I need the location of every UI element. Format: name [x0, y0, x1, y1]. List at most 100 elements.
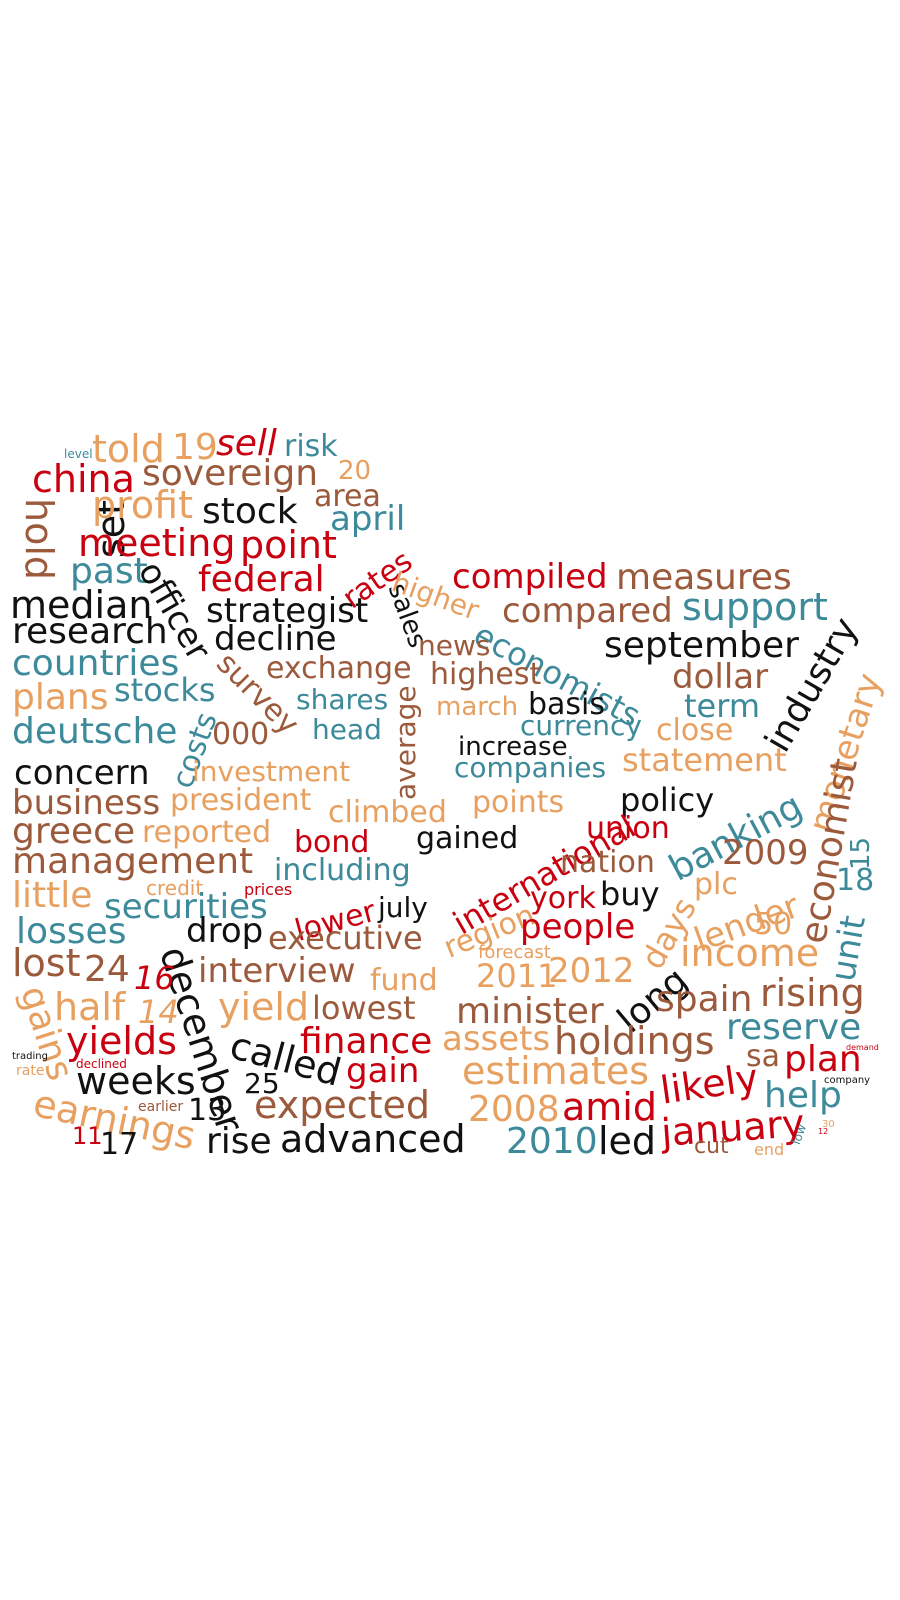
- word-rise: rise: [206, 1121, 272, 1162]
- word-investment: investment: [192, 755, 351, 788]
- word-company: company: [824, 1075, 871, 1086]
- word-told: told: [92, 427, 165, 471]
- word-expected: expected: [254, 1083, 430, 1127]
- word-greece: greece: [12, 811, 136, 852]
- word-dollar: dollar: [672, 657, 769, 697]
- word-sell: sell: [216, 423, 277, 464]
- word-minister: minister: [456, 991, 604, 1032]
- word-14: 14: [138, 993, 179, 1031]
- word-people: people: [520, 907, 636, 947]
- word-increase: increase: [458, 732, 568, 762]
- word-companies: companies: [454, 751, 607, 784]
- word-gain: gain: [346, 1051, 420, 1091]
- word-currency: currency: [520, 709, 642, 742]
- word-sovereign: sovereign: [142, 453, 319, 494]
- word-support: support: [682, 585, 828, 629]
- word-2010: 2010: [506, 1121, 598, 1162]
- word-drop: drop: [186, 911, 264, 951]
- word-plans: plans: [12, 677, 109, 718]
- word-weeks: weeks: [76, 1059, 196, 1103]
- word-shares: shares: [296, 683, 389, 716]
- word-highest: highest: [430, 657, 542, 692]
- word-term: term: [684, 687, 760, 725]
- word-close: close: [656, 713, 734, 748]
- word-20: 20: [338, 456, 372, 486]
- word-income: income: [680, 931, 820, 975]
- word-000: 000: [212, 717, 270, 752]
- word-18: 18: [836, 863, 875, 898]
- word-executive: executive: [268, 919, 423, 957]
- word-average: average: [389, 685, 422, 800]
- word-little: little: [12, 875, 93, 916]
- word-rising: rising: [760, 971, 865, 1015]
- word-11: 11: [72, 1122, 103, 1150]
- word-assets: assets: [442, 1019, 551, 1059]
- word-measures: measures: [616, 557, 792, 598]
- word-plan: plan: [784, 1039, 862, 1080]
- word-30: 30: [822, 1119, 835, 1130]
- word-reported: reported: [142, 815, 272, 850]
- word-basis: basis: [528, 687, 606, 722]
- word-concern: concern: [14, 753, 150, 793]
- word-prices: prices: [244, 880, 293, 899]
- word-median: median: [10, 583, 153, 627]
- word-compiled: compiled: [452, 557, 608, 597]
- word-stock: stock: [202, 491, 298, 532]
- word-help: help: [764, 1075, 842, 1116]
- word-lowest: lowest: [312, 989, 416, 1027]
- word-gained: gained: [416, 821, 519, 856]
- word-past: past: [70, 551, 148, 592]
- word-profit: profit: [92, 483, 193, 527]
- word-policy: policy: [620, 781, 715, 819]
- word-rate: rate: [16, 1063, 45, 1079]
- word-union: union: [586, 811, 670, 846]
- word-holdings: holdings: [554, 1019, 715, 1063]
- word-cut: cut: [694, 1134, 729, 1159]
- word-19: 19: [172, 427, 218, 468]
- word-interview: interview: [198, 951, 356, 991]
- word-decline: decline: [214, 619, 337, 659]
- word-plc: plc: [694, 867, 738, 902]
- word-china: china: [32, 457, 135, 501]
- word-finance: finance: [300, 1021, 433, 1062]
- word-stocks: stocks: [114, 671, 216, 709]
- word-business: business: [12, 783, 161, 823]
- word-hold: hold: [17, 498, 61, 581]
- word-head: head: [312, 713, 382, 746]
- word-strategist: strategist: [206, 591, 369, 631]
- word-deutsche: deutsche: [12, 711, 178, 752]
- word-point: point: [240, 523, 337, 567]
- word-york: york: [530, 881, 596, 916]
- word-compared: compared: [502, 591, 673, 631]
- word-president: president: [170, 783, 312, 818]
- word-research: research: [12, 611, 168, 652]
- word-led: led: [598, 1119, 657, 1163]
- word-credit: credit: [146, 876, 204, 900]
- word-sa: sa: [746, 1039, 781, 1074]
- word-march: march: [436, 692, 519, 722]
- word-risk: risk: [284, 429, 338, 464]
- word-demand: demand: [846, 1043, 879, 1052]
- word-trading: trading: [12, 1051, 48, 1062]
- word-bond: bond: [294, 825, 370, 860]
- word-17: 17: [100, 1127, 139, 1162]
- word-losses: losses: [16, 911, 127, 952]
- word-exchange: exchange: [266, 651, 412, 686]
- word-management: management: [12, 841, 254, 882]
- word-16: 16: [134, 959, 175, 997]
- word-24: 24: [84, 949, 130, 990]
- word-advanced: advanced: [280, 1117, 466, 1161]
- word-september: september: [604, 625, 799, 666]
- word-reserve: reserve: [726, 1007, 862, 1048]
- word-level: level: [64, 447, 93, 461]
- word-2009: 2009: [722, 833, 809, 873]
- word-yield: yield: [218, 985, 310, 1029]
- word-50: 50: [754, 907, 793, 942]
- word-spain: spain: [656, 979, 753, 1020]
- word-declined: declined: [76, 1057, 127, 1071]
- word-news: news: [418, 629, 491, 662]
- word-forecast: forecast: [478, 942, 551, 963]
- word-yields: yields: [66, 1019, 177, 1063]
- word-securities: securities: [104, 887, 268, 927]
